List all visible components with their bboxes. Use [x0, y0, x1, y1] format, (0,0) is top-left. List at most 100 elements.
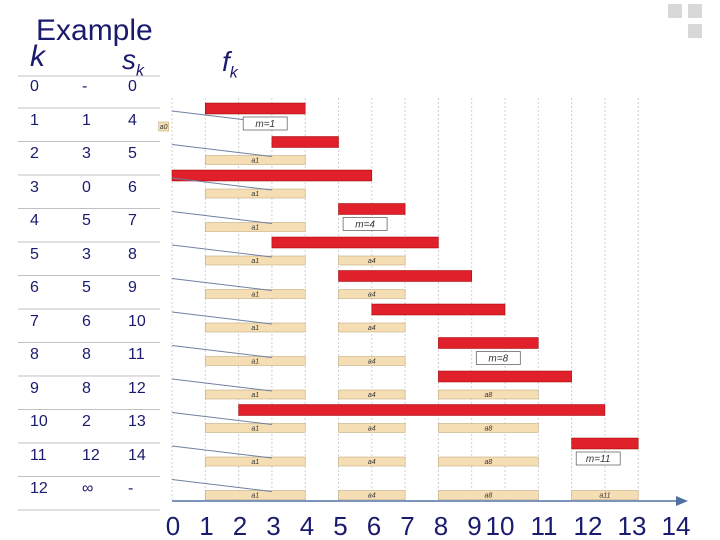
candidate-activity-bar [205, 102, 306, 115]
gantt-chart: a0 m=1 a1 a1 a1 m=4 a1 a4 a1 a4 a1 a4 a1 a4 m=8 a1 a4 a8 a… [158, 98, 639, 500]
table-cell-k: 12 [30, 480, 48, 497]
selected-activity-bar [438, 456, 539, 467]
axis-tick-label: 2 [233, 511, 247, 540]
table-cell-f: 8 [128, 245, 137, 263]
table-cell-s: 6 [82, 312, 91, 330]
table-cell-s: 5 [82, 279, 91, 296]
m-label-box [342, 217, 388, 231]
selected-activity-label: a1 [251, 459, 259, 466]
candidate-activity-bar [438, 370, 572, 383]
header-f: fk [222, 46, 238, 82]
selected-activity-label: a1 [251, 359, 259, 366]
candidate-activity-bar [371, 303, 506, 316]
selected-activity-bar [438, 423, 539, 433]
selected-activity-bar [205, 222, 306, 232]
selected-activity-bar [158, 121, 169, 132]
selected-activity-label: a8 [484, 459, 492, 466]
selected-activity-bar [438, 490, 539, 500]
selected-activity-label: a11 [599, 493, 610, 500]
connector-line [171, 445, 272, 459]
selected-activity-label: a1 [251, 493, 259, 500]
selected-activity-label: a1 [251, 292, 259, 299]
header-k: k [30, 40, 45, 73]
selected-activity-label: a1 [251, 426, 259, 433]
table-cell-k: 10 [30, 413, 48, 430]
candidate-activity-bar [338, 203, 406, 215]
selected-activity-label: a1 [251, 158, 259, 165]
table-cell-s: - [82, 78, 88, 95]
selected-activity-bar [338, 356, 406, 366]
connector-line [171, 177, 272, 191]
selected-activity-bar [205, 490, 306, 500]
table-cell-k: 0 [30, 78, 39, 95]
m-label-box [242, 116, 288, 131]
table-cell-k: 6 [30, 279, 39, 296]
m-label-box [575, 451, 621, 466]
connector-line [171, 278, 272, 291]
table-cell-s: 5 [82, 212, 91, 229]
table-cell-f: 6 [128, 178, 137, 196]
selected-activity-bar [338, 389, 406, 400]
decor-square [688, 4, 702, 18]
table-cell-k: 11 [30, 446, 47, 464]
table-cell-k: 2 [30, 145, 39, 162]
connector-line [171, 244, 272, 258]
selected-activity-bar [571, 490, 639, 500]
selected-activity-bar [338, 255, 406, 266]
selected-activity-bar [205, 289, 306, 299]
table-cell-f: 14 [128, 446, 146, 464]
selected-activity-bar [338, 490, 406, 500]
selected-activity-bar [205, 155, 306, 165]
axis-arrow-icon [676, 496, 688, 506]
table-cell-f: - [128, 480, 134, 497]
connector-line [171, 378, 272, 392]
axis-tick-label: 6 [367, 511, 381, 540]
axis-tick-label: 8 [434, 511, 448, 540]
m-label: m=4 [355, 220, 375, 231]
selected-activity-label: a1 [251, 392, 259, 399]
table-cell-s: 0 [82, 178, 91, 196]
selected-activity-label: a4 [368, 493, 376, 500]
connector-line [171, 345, 272, 358]
axis-tick-label: 14 [662, 511, 691, 540]
selected-activity-label: a0 [160, 124, 168, 131]
selected-activity-label: a8 [484, 426, 492, 433]
table-cell-f: 5 [128, 145, 137, 162]
axis-tick-label: 1 [199, 511, 213, 540]
table-cell-f: 4 [128, 111, 137, 129]
axis-tick-label: 5 [333, 511, 347, 540]
selected-activity-bar [205, 389, 306, 400]
selected-activity-label: a1 [251, 191, 259, 198]
axis-tick-label: 11 [531, 511, 558, 540]
selected-activity-label: a4 [368, 392, 376, 399]
table-cell-k: 8 [30, 346, 39, 363]
table-cell-s: 3 [82, 145, 91, 162]
selected-activity-label: a1 [251, 325, 259, 332]
axis-tick-label: 7 [400, 511, 414, 540]
selected-activity-label: a4 [368, 325, 376, 332]
selected-activity-bar [205, 356, 306, 366]
selected-activity-label: a8 [484, 392, 492, 399]
table-cell-f: 10 [128, 312, 146, 330]
selected-activity-bar [205, 188, 306, 199]
table-lines [18, 75, 160, 511]
table-cell-k: 4 [30, 212, 39, 229]
selected-activity-bar [438, 389, 539, 400]
axis-tick-label: 0 [166, 511, 180, 540]
axis-tick-label: 9 [467, 511, 481, 540]
decor-square [688, 24, 702, 38]
selected-activity-bar [338, 289, 406, 299]
table-cell-s: 8 [82, 379, 91, 397]
selected-activity-label: a1 [251, 225, 259, 232]
table-cell-s: 12 [82, 446, 100, 464]
axis-tick-label: 12 [574, 511, 603, 540]
table-cell-k: 5 [30, 245, 39, 263]
selected-activity-bar [205, 255, 306, 266]
connector-line [171, 311, 272, 325]
table-cell-f: 0 [128, 78, 137, 95]
table-cell-f: 12 [128, 379, 146, 397]
candidate-activity-bar [238, 404, 606, 416]
connector-line [171, 211, 272, 224]
selected-activity-label: a4 [368, 258, 376, 265]
selected-activity-label: a4 [368, 459, 376, 466]
